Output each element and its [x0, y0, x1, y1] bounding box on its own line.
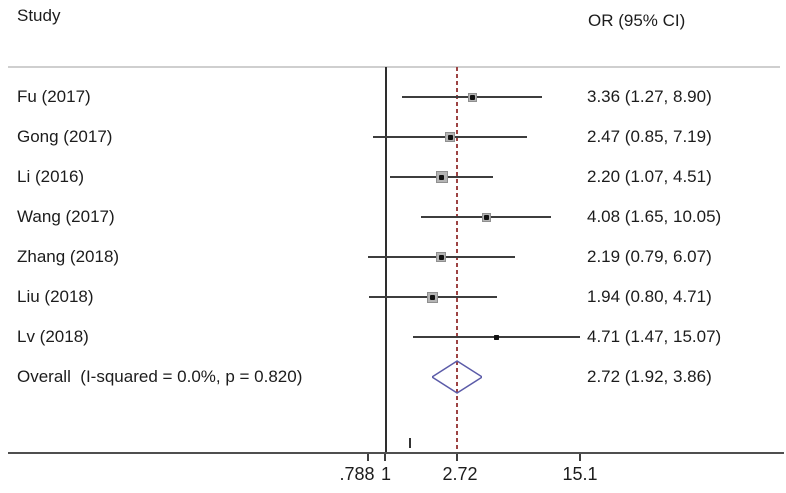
study-column-header: Study [17, 6, 61, 25]
point-estimate-dot [469, 94, 475, 100]
axis-tick-label: 2.72 [442, 464, 478, 484]
point-estimate-dot [438, 254, 444, 260]
or-ci-value: 2.20 (1.07, 4.51) [587, 167, 712, 186]
minor-tick [409, 438, 411, 448]
header-separator-line [8, 66, 780, 68]
or-ci-value: 2.72 (1.92, 3.86) [587, 367, 712, 386]
study-label: Lv (2018) [17, 327, 89, 346]
or-ci-value: 2.47 (0.85, 7.19) [587, 127, 712, 146]
point-estimate-dot [483, 214, 489, 220]
overall-label: Overall (I-squared = 0.0%, p = 0.820) [17, 367, 303, 386]
or-ci-value: 2.19 (0.79, 6.07) [587, 247, 712, 266]
axis-tick-label: .788 [339, 464, 375, 484]
axis-tick-label: 1 [380, 464, 392, 484]
or-ci-value: 4.08 (1.65, 10.05) [587, 207, 722, 226]
axis-tick [579, 454, 582, 461]
axis-tick-label: 15.1 [562, 464, 598, 484]
study-label: Wang (2017) [17, 207, 115, 226]
or-ci-value: 4.71 (1.47, 15.07) [587, 327, 722, 346]
study-label: Zhang (2018) [17, 247, 120, 266]
study-label: Fu (2017) [17, 87, 91, 106]
study-label: Gong (2017) [17, 127, 113, 146]
axis-tick [366, 454, 369, 461]
point-estimate-dot [447, 134, 453, 140]
point-estimate-dot [430, 294, 436, 300]
study-label: Li (2016) [17, 167, 85, 186]
null-effect-line [385, 67, 387, 452]
or-ci-value: 1.94 (0.80, 4.71) [587, 287, 712, 306]
axis-tick [384, 454, 386, 461]
study-label: Liu (2018) [17, 287, 94, 306]
x-axis-line [8, 452, 784, 454]
point-estimate-dot [439, 174, 445, 180]
point-estimate-dot [494, 334, 500, 340]
axis-tick [456, 454, 459, 461]
or-ci-column-header: OR (95% CI) [588, 11, 686, 30]
overall-diamond [431, 360, 483, 394]
or-ci-value: 3.36 (1.27, 8.90) [587, 87, 712, 106]
pooled-estimate-dashed-line [456, 67, 458, 452]
